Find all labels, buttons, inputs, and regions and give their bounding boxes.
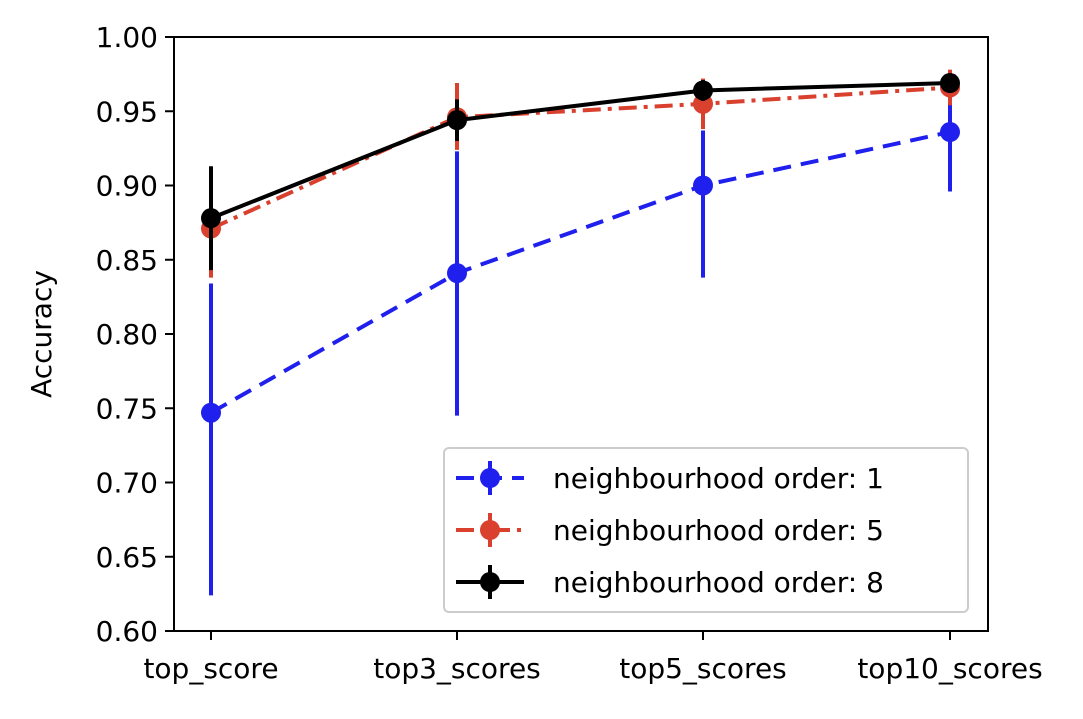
series-3 [201,73,960,271]
legend-marker [480,572,500,592]
y-tick-label: 0.75 [96,392,158,425]
data-point [693,175,713,196]
legend-marker [480,520,500,540]
legend-marker [480,468,500,488]
x-tick-label: top10_scores [857,652,1042,685]
data-point [447,110,467,131]
legend-label: neighbourhood order: 1 [553,462,884,495]
legend: neighbourhood order: 1 neighbourhood orde… [443,447,969,613]
legend-label: neighbourhood order: 5 [553,514,884,547]
series-1 [201,102,960,596]
y-tick-label: 1.00 [96,21,158,54]
data-point [447,263,467,284]
x-tick-label: top_score [143,652,278,685]
y-tick-label: 0.90 [96,170,158,203]
data-point [201,402,221,423]
legend-entry: neighbourhood order: 8 [456,565,884,599]
series-line [210,85,951,231]
y-tick-label: 0.70 [96,467,158,500]
series-layer [201,69,960,596]
data-point [940,122,960,143]
y-axis-label: Accuracy [25,270,58,398]
series-2 [201,69,960,278]
y-tick-label: 0.80 [96,318,158,351]
x-tick-label: top3_scores [373,652,541,685]
y-tick-label: 0.65 [96,541,158,574]
legend-box [443,447,969,613]
series-line [210,81,951,221]
data-point [940,73,960,94]
data-point [693,80,713,101]
y-tick-label: 0.85 [96,244,158,277]
y-tick-label: 0.60 [96,615,158,648]
data-point [201,208,221,229]
series-line [210,130,951,415]
legend-entry: neighbourhood order: 1 [456,461,884,495]
x-tick-label: top5_scores [619,652,787,685]
y-tick-label: 0.95 [96,95,158,128]
legend-entry: neighbourhood order: 5 [456,513,884,547]
x-axis: top_score top3_scores top5_scores top10_sco… [143,631,1043,685]
y-axis: 0.60 0.65 0.70 0.75 0.80 0.85 0.90 0.95 1.00 [96,21,174,648]
legend-label: neighbourhood order: 8 [553,566,884,599]
